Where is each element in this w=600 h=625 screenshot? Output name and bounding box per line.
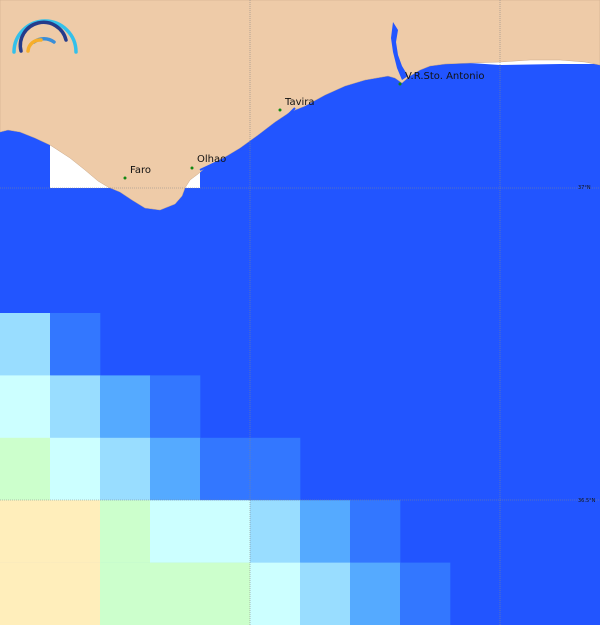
city-marker <box>190 166 194 170</box>
field-cell <box>400 562 451 625</box>
field-cell <box>100 437 151 501</box>
field-cell <box>300 500 351 563</box>
field-cell <box>200 562 251 625</box>
field-cell <box>150 437 201 501</box>
field-cell <box>350 500 401 563</box>
field-cell <box>250 500 301 563</box>
nodata-area-faro <box>50 145 200 188</box>
field-cell <box>50 375 101 439</box>
field-cell <box>0 313 51 376</box>
city-marker <box>278 108 282 112</box>
city-label: Faro <box>130 165 151 176</box>
city-vr-sto-antonio[interactable]: V.R.Sto. Antonio <box>398 71 485 86</box>
river-guadiana <box>391 22 408 80</box>
field-cell <box>200 500 251 563</box>
field-cell <box>0 562 51 625</box>
field-cell <box>300 562 351 625</box>
field-cell <box>150 500 201 563</box>
field-cell <box>100 375 151 439</box>
ria-formosa-channel <box>199 107 296 171</box>
field-cell <box>150 375 201 439</box>
field-cell <box>100 562 151 625</box>
field-cell <box>50 562 101 625</box>
concentration-field <box>0 313 451 625</box>
field-cell <box>0 375 51 439</box>
arc-waves-logo-icon <box>12 19 78 54</box>
city-marker <box>123 176 127 180</box>
field-cell <box>200 437 251 501</box>
lat-label-36-5n: 36.5°N <box>578 498 596 504</box>
field-cell <box>250 562 301 625</box>
city-olhao[interactable]: Olhao <box>190 154 227 170</box>
field-cell <box>50 313 101 376</box>
city-faro[interactable]: Faro <box>123 165 151 180</box>
field-cell <box>50 500 101 563</box>
city-marker <box>398 82 402 86</box>
field-cell <box>350 562 401 625</box>
field-cell <box>0 437 51 501</box>
field-cell <box>150 562 201 625</box>
city-label: Tavira <box>284 97 315 108</box>
field-cell <box>250 437 301 501</box>
city-tavira[interactable]: Tavira <box>278 97 315 112</box>
land-area <box>0 0 600 211</box>
field-cell <box>50 437 101 501</box>
city-label: V.R.Sto. Antonio <box>405 71 485 82</box>
field-cell <box>0 500 51 563</box>
city-label: Olhao <box>197 154 226 165</box>
lat-label-37n: 37°N <box>578 185 591 191</box>
field-cell <box>100 500 151 563</box>
